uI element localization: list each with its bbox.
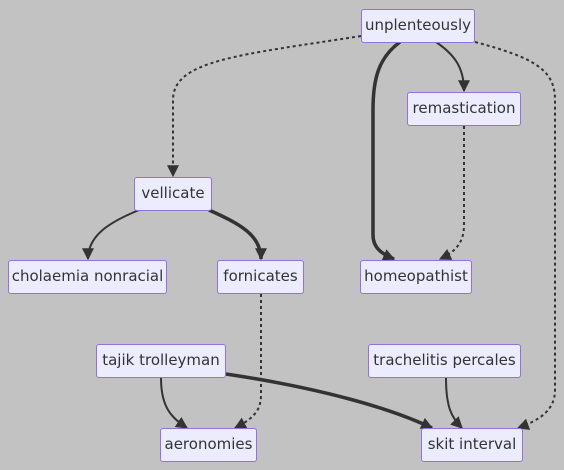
node-label: trachelitis percales xyxy=(373,351,516,369)
edge-vellicate-fornicates xyxy=(208,208,267,261)
node-label: unplenteously xyxy=(364,16,472,34)
edge-unplenteously-homeopathist xyxy=(371,40,402,261)
node-trachelitis-percales[interactable]: trachelitis percales xyxy=(368,344,521,378)
node-aeronomies[interactable]: aeronomies xyxy=(160,428,257,462)
node-fornicates[interactable]: fornicates xyxy=(217,260,304,294)
node-label: vellicate xyxy=(141,184,205,202)
node-label: fornicates xyxy=(223,267,298,285)
node-label: cholaemia nonracial xyxy=(11,267,164,285)
node-label: aeronomies xyxy=(164,435,253,453)
edge-unplenteously-vellicate xyxy=(167,35,362,178)
node-tajik-trolleyman[interactable]: tajik trolleyman xyxy=(96,344,226,378)
node-homeopathist[interactable]: homeopathist xyxy=(360,260,472,294)
node-label: tajik trolleyman xyxy=(102,351,220,369)
node-skit-interval[interactable]: skit interval xyxy=(421,428,523,462)
node-unplenteously[interactable]: unplenteously xyxy=(361,9,475,43)
edge-tajik-aeronomies xyxy=(160,377,188,429)
edge-vellicate-cholaemia xyxy=(82,209,140,261)
edge-tajik-skit-interval xyxy=(225,372,434,430)
node-vellicate[interactable]: vellicate xyxy=(134,177,212,211)
edge-trachelitis-skit-interval xyxy=(445,377,463,429)
edge-unplenteously-remastication xyxy=(435,41,470,93)
edge-unplenteously-skit-interval xyxy=(474,41,556,430)
node-label: skit interval xyxy=(427,435,517,453)
edge-fornicates-aeronomies xyxy=(233,294,262,429)
node-cholaemia-nonracial[interactable]: cholaemia nonracial xyxy=(8,260,167,294)
edge-remastication-homeopathist xyxy=(438,126,465,260)
node-label: homeopathist xyxy=(364,267,468,285)
node-remastication[interactable]: remastication xyxy=(407,92,521,126)
node-label: remastication xyxy=(412,99,516,117)
